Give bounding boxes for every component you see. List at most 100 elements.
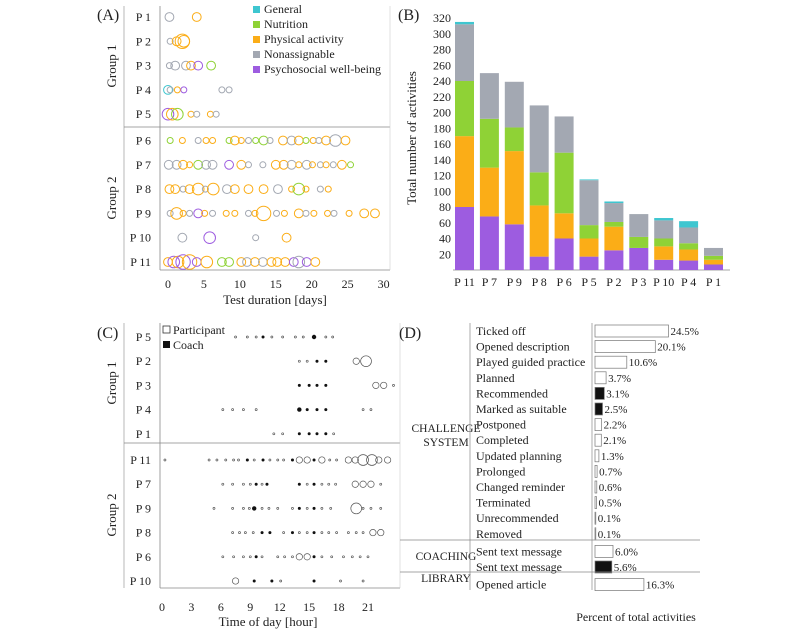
participant-point-c xyxy=(282,458,285,462)
bar-segment-physical-activity xyxy=(654,246,674,260)
data-point-a xyxy=(222,209,230,217)
participant-point-c xyxy=(212,507,216,510)
data-point-a xyxy=(212,110,220,118)
y-tick-label-b: 80 xyxy=(439,200,451,214)
data-point-a xyxy=(301,159,312,170)
bar-d xyxy=(594,527,597,541)
legend-label-c: Participant xyxy=(173,323,226,337)
participant-point-c xyxy=(318,456,326,464)
bar-d xyxy=(594,465,598,478)
participant-point-c xyxy=(361,507,365,510)
participant-point-c xyxy=(392,384,395,387)
participant-point-c xyxy=(279,579,283,583)
group-label-a: Group 2 xyxy=(104,177,119,220)
participant-point-c xyxy=(339,579,342,583)
activity-label-d: Prolonged xyxy=(476,464,525,478)
coach-point-c xyxy=(312,458,316,462)
y-tick-label-b: 100 xyxy=(433,184,451,198)
bar-segment-physical-activity xyxy=(504,151,524,225)
bar-segment-physical-activity xyxy=(604,226,624,251)
data-point-a xyxy=(250,257,260,267)
bar-segment-general xyxy=(455,21,474,25)
participant-point-c xyxy=(344,456,352,464)
data-point-a xyxy=(166,209,174,217)
participant-point-c xyxy=(234,335,237,339)
value-label-d: 0.6% xyxy=(599,482,622,494)
data-point-a xyxy=(340,135,351,146)
data-point-a xyxy=(163,85,173,95)
bar-d xyxy=(594,433,602,447)
row-label-a: P 1 xyxy=(136,10,151,24)
participant-point-c xyxy=(237,458,240,462)
participant-point-c xyxy=(352,357,360,365)
bar-segment-nutrition xyxy=(455,81,474,137)
participant-point-c xyxy=(242,555,245,559)
data-point-a xyxy=(244,161,252,169)
coach-point-c xyxy=(324,432,328,436)
data-point-a xyxy=(244,137,252,144)
data-point-a xyxy=(278,159,289,170)
participant-point-c xyxy=(305,507,309,510)
activity-label-d: Planned xyxy=(476,371,515,385)
x-axis-title-d: Percent of total activities xyxy=(576,610,696,624)
data-point-a xyxy=(177,35,191,48)
x-tick-label-b: P 8 xyxy=(532,275,547,289)
data-point-a xyxy=(218,86,226,94)
bar-segment-general xyxy=(579,179,599,181)
value-label-d: 1.3% xyxy=(601,451,624,463)
data-point-a xyxy=(251,209,259,217)
coach-point-c xyxy=(324,383,328,387)
data-point-a xyxy=(209,209,217,217)
section-label-d: CHALLENGE SYSTEM xyxy=(412,423,481,449)
panel-label-c: (C) xyxy=(97,325,118,342)
bar-d xyxy=(594,402,603,416)
data-point-a xyxy=(173,86,181,94)
data-point-a xyxy=(316,185,324,193)
data-point-a xyxy=(201,209,209,217)
participant-point-c xyxy=(260,507,264,510)
data-point-a xyxy=(178,159,188,170)
participant-point-c xyxy=(369,408,373,411)
bar-segment-physical-activity xyxy=(455,136,474,207)
data-point-a xyxy=(266,257,277,267)
participant-point-c xyxy=(291,555,294,559)
participant-point-c xyxy=(357,454,369,466)
participant-point-c xyxy=(254,335,258,339)
data-point-a xyxy=(166,37,174,45)
data-point-a xyxy=(347,161,355,169)
bar-d xyxy=(594,496,597,509)
data-point-a xyxy=(186,60,196,71)
x-tick-label-a: 0 xyxy=(165,277,171,291)
bar-segment-nutrition xyxy=(504,127,524,152)
participant-point-c xyxy=(379,507,383,510)
data-point-a xyxy=(295,161,303,169)
participant-point-c xyxy=(380,381,388,389)
data-point-a xyxy=(224,159,234,170)
data-point-a xyxy=(302,137,310,144)
data-point-a xyxy=(191,182,205,196)
row-label-a: P 11 xyxy=(130,255,151,269)
data-point-a xyxy=(216,257,227,267)
row-label-c: P 4 xyxy=(136,403,151,417)
bar-d xyxy=(594,449,600,463)
data-point-a xyxy=(166,107,179,121)
data-point-a xyxy=(255,205,272,222)
row-label-a: P 7 xyxy=(136,158,151,172)
data-point-a xyxy=(243,184,254,195)
participant-point-c xyxy=(361,579,365,583)
participant-point-c xyxy=(207,458,211,462)
participant-point-c xyxy=(238,531,241,534)
participant-point-c xyxy=(231,507,234,510)
participant-point-c xyxy=(301,335,305,339)
bar-d xyxy=(594,340,656,353)
participant-point-c xyxy=(334,482,337,486)
y-tick-label-b: 140 xyxy=(433,153,451,167)
participant-point-c xyxy=(221,482,225,486)
participant-point-c xyxy=(232,555,235,559)
value-label-d: 16.3% xyxy=(646,580,674,592)
data-point-a xyxy=(166,137,174,144)
participant-point-c xyxy=(267,507,271,510)
coach-point-c xyxy=(324,408,328,412)
panel-b: (B)2040608010012014016018020022024026028… xyxy=(398,7,730,289)
data-point-a xyxy=(252,234,260,242)
